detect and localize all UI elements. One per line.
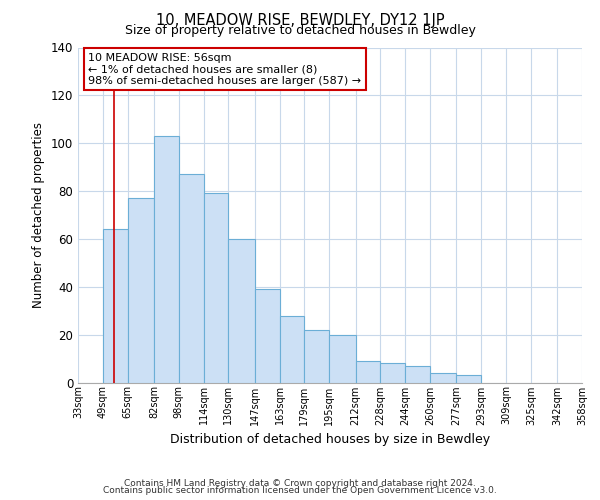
Bar (356, 361, 380, 382)
Text: Contains HM Land Registry data © Crown copyright and database right 2024.: Contains HM Land Registry data © Crown c… (124, 478, 476, 488)
Bar (154, 136, 179, 382)
Bar (329, 334, 356, 382)
X-axis label: Distribution of detached houses by size in Bewdley: Distribution of detached houses by size … (170, 433, 490, 446)
Text: Contains public sector information licensed under the Open Government Licence v3: Contains public sector information licen… (103, 486, 497, 495)
Bar (380, 364, 405, 382)
Bar (304, 330, 329, 382)
Bar (457, 376, 481, 382)
Bar (179, 174, 203, 382)
Bar (229, 239, 255, 382)
Bar (405, 366, 430, 382)
Bar (255, 289, 280, 382)
Text: 10, MEADOW RISE, BEWDLEY, DY12 1JP: 10, MEADOW RISE, BEWDLEY, DY12 1JP (155, 12, 445, 28)
Text: Size of property relative to detached houses in Bewdley: Size of property relative to detached ho… (125, 24, 475, 37)
Text: 10 MEADOW RISE: 56sqm
← 1% of detached houses are smaller (8)
98% of semi-detach: 10 MEADOW RISE: 56sqm ← 1% of detached h… (88, 52, 361, 86)
Bar (128, 198, 154, 382)
Bar (203, 194, 229, 382)
Y-axis label: Number of detached properties: Number of detached properties (32, 122, 45, 308)
Bar (430, 373, 457, 382)
Bar (280, 316, 304, 382)
Bar (103, 230, 128, 382)
